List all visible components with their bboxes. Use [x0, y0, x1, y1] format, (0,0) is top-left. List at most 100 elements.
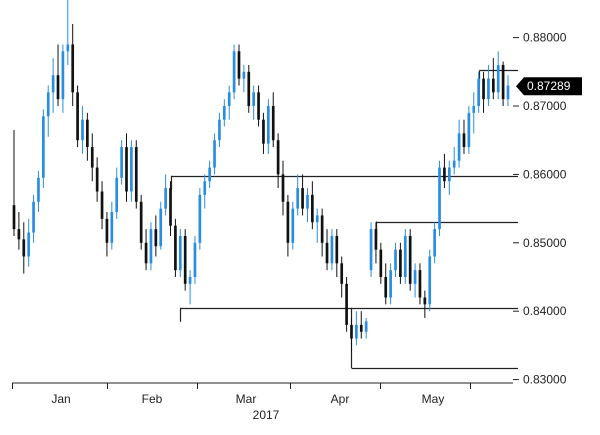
candle: [222, 99, 226, 127]
candle: [506, 75, 510, 107]
candle-body: [418, 270, 422, 298]
candle-body: [46, 92, 50, 117]
candle-body: [174, 225, 177, 271]
candle: [130, 140, 133, 202]
candle-body: [335, 235, 339, 264]
candle-body: [330, 235, 334, 264]
candle-body: [496, 64, 500, 93]
candle: [413, 263, 417, 298]
candle: [154, 215, 158, 257]
candle-body: [37, 177, 40, 202]
candle: [115, 167, 119, 219]
candle-body: [433, 229, 436, 257]
candle: [394, 242, 397, 277]
candle: [198, 188, 202, 250]
candle-body: [477, 78, 480, 107]
candle: [76, 85, 79, 148]
candle-body: [222, 106, 226, 120]
candle-body: [384, 276, 388, 298]
candle-body: [467, 112, 471, 148]
candle-body: [81, 119, 84, 141]
candle: [12, 129, 16, 236]
candle-body: [462, 133, 466, 148]
candle: [100, 181, 104, 230]
y-tick-label: 0.87000: [523, 99, 567, 113]
candle-body: [325, 242, 329, 264]
candle-body: [51, 75, 55, 93]
candle-body: [452, 160, 456, 168]
candle: [27, 218, 31, 267]
candle: [403, 229, 407, 284]
candle-body: [169, 188, 172, 226]
candle-body: [506, 85, 510, 100]
candle-body: [487, 78, 490, 100]
candle: [144, 229, 148, 271]
candle: [491, 58, 495, 100]
candle: [262, 112, 265, 154]
x-axis-year-label: 2017: [253, 408, 280, 422]
last-price-tag: 0.87289: [516, 77, 582, 96]
x-tick-label-may: May: [422, 392, 445, 406]
candle: [266, 99, 270, 154]
candle: [389, 263, 392, 305]
candle-body: [218, 119, 221, 141]
candle-body: [379, 249, 383, 277]
candle-body: [311, 194, 314, 223]
candle-body: [413, 270, 417, 284]
candle-body: [105, 218, 109, 243]
candle-body: [32, 201, 35, 233]
candle: [56, 44, 60, 107]
candle: [120, 140, 123, 185]
candle-body: [389, 270, 392, 298]
candle-body: [71, 44, 75, 93]
candle-body: [149, 229, 153, 264]
candle: [408, 229, 412, 291]
candle-body: [301, 188, 304, 209]
candle-body: [134, 147, 138, 202]
candle-body: [208, 167, 211, 182]
y-axis-labels: 0.88000 0.87000 0.86000 0.85000 0.84000 …: [523, 31, 567, 387]
candle-body: [242, 71, 246, 79]
candle-body: [27, 232, 31, 257]
candle: [472, 92, 476, 134]
candle-body: [95, 167, 99, 192]
candle: [384, 263, 388, 305]
candle: [227, 85, 231, 120]
candle: [418, 263, 422, 305]
candle: [139, 194, 143, 250]
candle-body: [76, 92, 79, 141]
candle: [286, 194, 290, 257]
candle: [443, 153, 446, 189]
candle: [335, 229, 339, 277]
candle: [208, 160, 211, 189]
x-tick-label-feb: Feb: [142, 392, 163, 406]
candle: [457, 119, 461, 168]
candle: [452, 147, 456, 175]
x-axis-labels: Jan Feb Mar Apr May: [51, 392, 444, 406]
candle: [252, 85, 256, 120]
candle: [423, 290, 427, 319]
candle: [355, 311, 358, 346]
candle-body: [144, 242, 148, 264]
candle-body: [443, 167, 446, 182]
candle-body: [345, 283, 348, 325]
candle-body: [276, 140, 280, 175]
candle: [105, 212, 109, 257]
candle-body: [408, 235, 412, 284]
candle: [291, 201, 295, 250]
candle-body: [42, 116, 45, 178]
candle: [350, 318, 353, 353]
candle: [51, 58, 55, 113]
candle-body: [100, 191, 104, 219]
candle-body: [281, 174, 285, 202]
candle-body: [403, 235, 407, 277]
candle-body: [66, 44, 70, 52]
y-axis-ticks: [513, 37, 519, 381]
candle-body: [120, 147, 123, 178]
candle: [311, 181, 314, 230]
candle: [17, 212, 21, 250]
candle-body: [355, 324, 358, 339]
candle: [369, 222, 373, 277]
candle: [438, 160, 441, 236]
candle-body: [501, 64, 505, 100]
